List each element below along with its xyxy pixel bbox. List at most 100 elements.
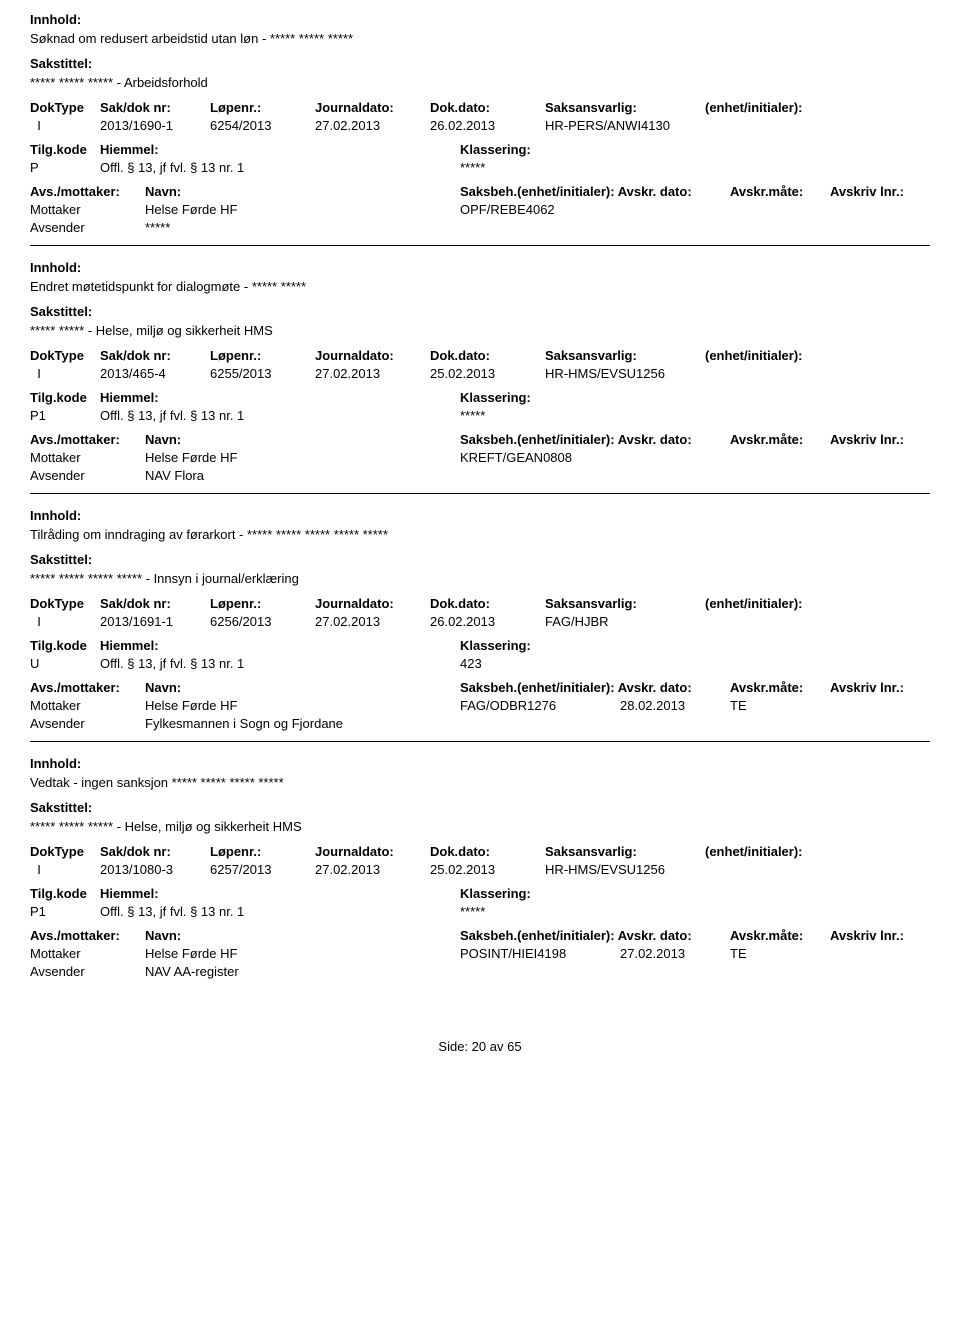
val-doktype: I: [30, 862, 100, 877]
col-avskrmate: Avskr.måte:: [730, 432, 830, 447]
columns-header: DokType Sak/dok nr: Løpenr.: Journaldato…: [30, 348, 930, 363]
columns-header: DokType Sak/dok nr: Løpenr.: Journaldato…: [30, 100, 930, 115]
val-journaldato: 27.02.2013: [315, 118, 430, 133]
party-navn: *****: [145, 220, 460, 235]
col-hjemmel: Hiemmel:: [100, 638, 460, 653]
val-hjemmel: Offl. § 13, jf fvl. § 13 nr. 1: [100, 160, 460, 175]
col-lopenr: Løpenr.:: [210, 844, 315, 859]
sakstittel-label: Sakstittel:: [30, 56, 930, 71]
party-navn: NAV AA-register: [145, 964, 460, 979]
col-enhet: (enhet/initialer):: [705, 348, 930, 363]
val-lopenr: 6256/2013: [210, 614, 315, 629]
col-avskrivlnr: Avskriv lnr.:: [830, 432, 930, 447]
val-tilgkode: P: [30, 160, 100, 175]
record-separator: [30, 741, 930, 742]
party-saksbeh: KREFT/GEAN0808: [460, 450, 620, 465]
val-tilgkode: P1: [30, 904, 100, 919]
col-tilgkode: Tilg.kode: [30, 638, 100, 653]
col-doktype: DokType: [30, 100, 100, 115]
party-navn: Helse Førde HF: [145, 450, 460, 465]
col-hjemmel: Hiemmel:: [100, 886, 460, 901]
party-navn: Helse Førde HF: [145, 698, 460, 713]
col-sakdok: Sak/dok nr:: [100, 348, 210, 363]
val-klassering: *****: [460, 160, 930, 175]
col-sakdok: Sak/dok nr:: [100, 844, 210, 859]
journal-record: Innhold: Endret møtetidspunkt for dialogm…: [30, 260, 930, 483]
val-dokdato: 25.02.2013: [430, 366, 545, 381]
val-journaldato: 27.02.2013: [315, 366, 430, 381]
party-saksbeh: POSINT/HIEI4198: [460, 946, 620, 961]
col-saksbeh: Saksbeh.(enhet/initialer): Avskr. dato:: [460, 928, 730, 943]
party-navn: Helse Førde HF: [145, 202, 460, 217]
columns-values: I 2013/1690-1 6254/2013 27.02.2013 26.02…: [30, 118, 930, 133]
col-hjemmel: Hiemmel:: [100, 142, 460, 157]
col-saksbeh: Saksbeh.(enhet/initialer): Avskr. dato:: [460, 184, 730, 199]
party-navn: NAV Flora: [145, 468, 460, 483]
val-sakdok: 2013/465-4: [100, 366, 210, 381]
party-role: Avsender: [30, 220, 145, 235]
col-lopenr: Løpenr.:: [210, 100, 315, 115]
val-klassering: 423: [460, 656, 930, 671]
col-klassering: Klassering:: [460, 886, 930, 901]
party-row: Avsender *****: [30, 220, 930, 235]
sakstittel-value: ***** ***** ***** - Helse, miljø og sikk…: [30, 819, 930, 834]
val-journaldato: 27.02.2013: [315, 862, 430, 877]
val-sakdok: 2013/1080-3: [100, 862, 210, 877]
val-saksansvarlig: FAG/HJBR: [545, 614, 705, 629]
innhold-label: Innhold:: [30, 12, 930, 27]
col-avsmottaker: Avs./mottaker:: [30, 680, 145, 695]
party-row: Mottaker Helse Førde HF POSINT/HIEI4198 …: [30, 946, 930, 961]
col-navn: Navn:: [145, 432, 460, 447]
col-tilgkode: Tilg.kode: [30, 390, 100, 405]
innhold-label: Innhold:: [30, 508, 930, 523]
col-sakdok: Sak/dok nr:: [100, 596, 210, 611]
innhold-value: Tilråding om inndraging av førarkort - *…: [30, 527, 930, 542]
hjemmel-values: P1 Offl. § 13, jf fvl. § 13 nr. 1 *****: [30, 904, 930, 919]
record-separator: [30, 245, 930, 246]
columns-values: I 2013/1080-3 6257/2013 27.02.2013 25.02…: [30, 862, 930, 877]
col-dokdato: Dok.dato:: [430, 596, 545, 611]
val-saksansvarlig: HR-HMS/EVSU1256: [545, 366, 705, 381]
party-saksbeh: OPF/REBE4062: [460, 202, 620, 217]
col-navn: Navn:: [145, 680, 460, 695]
av-label: av: [490, 1039, 504, 1054]
innhold-label: Innhold:: [30, 756, 930, 771]
val-tilgkode: P1: [30, 408, 100, 423]
col-doktype: DokType: [30, 596, 100, 611]
val-hjemmel: Offl. § 13, jf fvl. § 13 nr. 1: [100, 656, 460, 671]
val-tilgkode: U: [30, 656, 100, 671]
col-saksansvarlig: Saksansvarlig:: [545, 100, 705, 115]
innhold-label: Innhold:: [30, 260, 930, 275]
col-dokdato: Dok.dato:: [430, 844, 545, 859]
val-lopenr: 6254/2013: [210, 118, 315, 133]
columns-header: DokType Sak/dok nr: Løpenr.: Journaldato…: [30, 844, 930, 859]
columns-values: I 2013/1691-1 6256/2013 27.02.2013 26.02…: [30, 614, 930, 629]
val-lopenr: 6255/2013: [210, 366, 315, 381]
party-role: Mottaker: [30, 450, 145, 465]
journal-record: Innhold: Tilråding om inndraging av førar…: [30, 508, 930, 731]
val-klassering: *****: [460, 408, 930, 423]
col-avskrmate: Avskr.måte:: [730, 680, 830, 695]
innhold-value: Endret møtetidspunkt for dialogmøte - **…: [30, 279, 930, 294]
party-row: Mottaker Helse Førde HF KREFT/GEAN0808: [30, 450, 930, 465]
innhold-value: Søknad om redusert arbeidstid utan løn -…: [30, 31, 930, 46]
party-role: Mottaker: [30, 698, 145, 713]
col-hjemmel: Hiemmel:: [100, 390, 460, 405]
col-saksbeh: Saksbeh.(enhet/initialer): Avskr. dato:: [460, 680, 730, 695]
col-dokdato: Dok.dato:: [430, 348, 545, 363]
party-header: Avs./mottaker: Navn: Saksbeh.(enhet/init…: [30, 184, 930, 199]
val-dokdato: 26.02.2013: [430, 118, 545, 133]
sakstittel-label: Sakstittel:: [30, 800, 930, 815]
party-role: Avsender: [30, 468, 145, 483]
col-saksansvarlig: Saksansvarlig:: [545, 844, 705, 859]
col-sakdok: Sak/dok nr:: [100, 100, 210, 115]
col-journaldato: Journaldato:: [315, 596, 430, 611]
hjemmel-header: Tilg.kode Hiemmel: Klassering:: [30, 142, 930, 157]
val-doktype: I: [30, 614, 100, 629]
col-avskrmate: Avskr.måte:: [730, 184, 830, 199]
val-sakdok: 2013/1690-1: [100, 118, 210, 133]
party-avdato: 27.02.2013: [620, 946, 730, 961]
val-lopenr: 6257/2013: [210, 862, 315, 877]
val-dokdato: 25.02.2013: [430, 862, 545, 877]
columns-values: I 2013/465-4 6255/2013 27.02.2013 25.02.…: [30, 366, 930, 381]
